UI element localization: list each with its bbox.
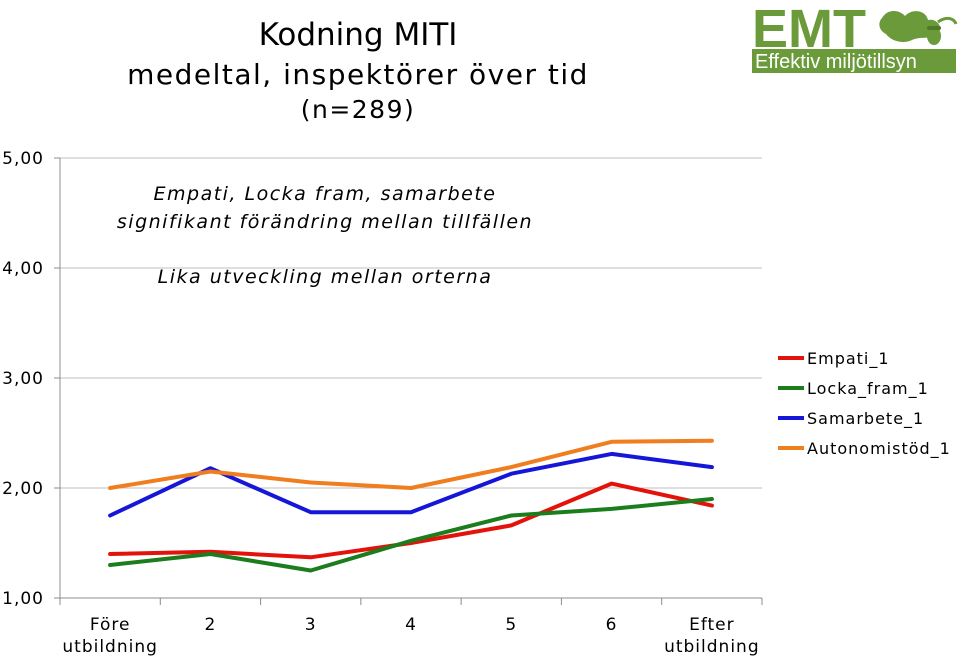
legend: Empati_1 Locka_fram_1 Samarbete_1 Autonomis… <box>778 349 951 459</box>
legend-label: Autonomistöd_1 <box>807 439 951 459</box>
title-line-1: Kodning MITI <box>259 17 458 53</box>
x-tick-label-line: utbildning <box>664 637 760 657</box>
y-axis: 1,00 2,00 3,00 4,00 5,00 <box>2 149 61 609</box>
x-tick-label-line: 5 <box>505 615 517 635</box>
x-tick-label: 3 <box>305 615 317 635</box>
legend-label: Empati_1 <box>807 349 890 369</box>
plot-area <box>60 157 762 599</box>
y-tick-label: 5,00 <box>2 149 44 169</box>
series-line-locka_fram_1 <box>108 497 714 573</box>
x-tick-label: 6 <box>606 615 618 635</box>
x-tick-label-line: 3 <box>305 615 317 635</box>
x-tick-label-line: utbildning <box>62 637 158 657</box>
x-tick-label-line: 6 <box>606 615 618 635</box>
emt-logo: EMT Effektiv miljötillsyn <box>752 0 958 73</box>
y-tick-label: 1,00 <box>2 589 44 609</box>
x-tick-label-line: 4 <box>405 615 417 635</box>
x-tick-label-line: Efter <box>689 615 735 635</box>
y-tick-label: 3,00 <box>2 369 44 389</box>
x-tick-label: Före utbildning <box>62 615 158 657</box>
x-tick-label: 2 <box>205 615 217 635</box>
x-tick-label: 5 <box>505 615 517 635</box>
oak-leaf-icon <box>879 11 958 45</box>
x-tick-label-line: 2 <box>205 615 217 635</box>
title-line-3: (n=289) <box>301 95 416 124</box>
logo-tagline: Effektiv miljötillsyn <box>755 51 917 73</box>
logo-tagline-bar <box>752 49 956 73</box>
chart-title: Kodning MITI medeltal, inspektörer över … <box>127 17 589 124</box>
series-line-empati_1 <box>108 481 714 560</box>
annotation-3: Lika utveckling mellan orterna <box>158 266 493 288</box>
y-tick-label: 2,00 <box>2 479 44 499</box>
legend-label: Samarbete_1 <box>807 409 924 429</box>
x-tick-label: Efter utbildning <box>664 615 760 657</box>
annotations: Empati, Locka fram, samarbete signifikan… <box>117 183 533 288</box>
x-tick-label-line: Före <box>90 615 131 635</box>
annotation-2: signifikant förändring mellan tillfällen <box>117 211 533 233</box>
title-line-2: medeltal, inspektörer över tid <box>127 58 589 91</box>
y-tick-label: 4,00 <box>2 259 44 279</box>
annotation-1: Empati, Locka fram, samarbete <box>154 183 497 205</box>
x-tick-label: 4 <box>405 615 417 635</box>
series-line-autonomistöd_1 <box>108 438 714 490</box>
legend-label: Locka_fram_1 <box>807 379 929 399</box>
series-line-samarbete_1 <box>108 451 714 518</box>
